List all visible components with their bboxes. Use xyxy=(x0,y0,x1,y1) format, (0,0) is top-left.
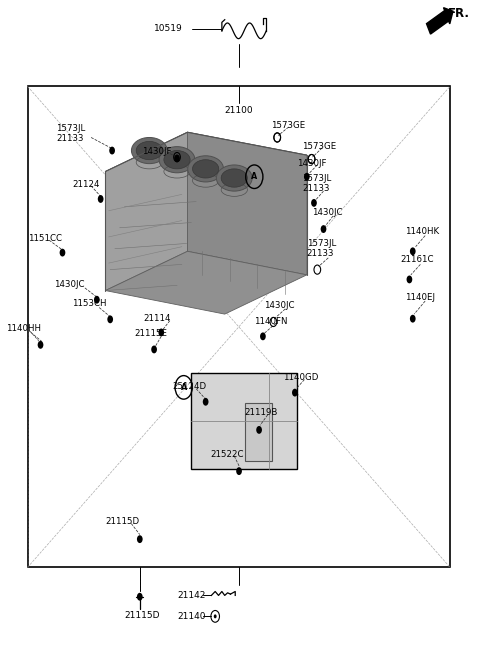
Text: 21522C: 21522C xyxy=(210,449,244,459)
Text: 1430JC: 1430JC xyxy=(312,208,342,217)
Text: 21100: 21100 xyxy=(225,106,253,115)
Circle shape xyxy=(151,346,157,353)
Polygon shape xyxy=(188,132,307,275)
Circle shape xyxy=(304,173,310,181)
Circle shape xyxy=(203,398,208,406)
Bar xyxy=(28,87,450,567)
Text: 1140GD: 1140GD xyxy=(283,373,318,382)
Text: 1573JL
21133: 1573JL 21133 xyxy=(302,173,331,193)
Circle shape xyxy=(37,341,43,349)
Polygon shape xyxy=(106,251,307,314)
Circle shape xyxy=(94,296,100,304)
Circle shape xyxy=(60,249,65,256)
Circle shape xyxy=(292,389,298,397)
Text: 21119B: 21119B xyxy=(245,408,278,417)
Text: 21114: 21114 xyxy=(144,314,171,323)
Text: 1430JF: 1430JF xyxy=(297,159,327,168)
Circle shape xyxy=(410,248,416,255)
Ellipse shape xyxy=(164,150,190,169)
Circle shape xyxy=(256,426,262,434)
Circle shape xyxy=(311,199,317,207)
Text: FR.: FR. xyxy=(447,7,469,20)
Bar xyxy=(245,403,273,461)
Circle shape xyxy=(407,275,412,283)
Ellipse shape xyxy=(188,156,224,182)
Text: 25124D: 25124D xyxy=(172,382,206,390)
Text: 1140HH: 1140HH xyxy=(6,324,41,333)
Bar xyxy=(192,373,297,469)
Text: 1140HK: 1140HK xyxy=(405,227,439,236)
Text: A: A xyxy=(180,383,187,392)
Circle shape xyxy=(108,315,113,323)
Text: 1573JL
21133: 1573JL 21133 xyxy=(56,124,85,143)
Text: 21115D: 21115D xyxy=(106,517,140,526)
Ellipse shape xyxy=(216,165,252,191)
Ellipse shape xyxy=(132,137,167,164)
Text: 1153CH: 1153CH xyxy=(72,299,107,308)
Text: 1573JL
21133: 1573JL 21133 xyxy=(307,239,336,258)
Text: A: A xyxy=(251,172,257,181)
Text: 1140FN: 1140FN xyxy=(254,317,288,327)
Ellipse shape xyxy=(136,141,162,160)
Text: 21124: 21124 xyxy=(72,180,99,189)
Text: 1151CC: 1151CC xyxy=(28,234,61,242)
Circle shape xyxy=(137,593,143,600)
Circle shape xyxy=(137,535,143,543)
Polygon shape xyxy=(106,132,188,290)
Text: 10519: 10519 xyxy=(154,24,183,34)
Text: 1140EJ: 1140EJ xyxy=(405,292,435,302)
Text: 1430JC: 1430JC xyxy=(264,301,294,310)
Ellipse shape xyxy=(221,169,247,187)
Polygon shape xyxy=(106,132,307,194)
Text: 1430JF: 1430JF xyxy=(142,147,172,156)
Circle shape xyxy=(174,154,180,162)
Circle shape xyxy=(98,195,104,203)
Circle shape xyxy=(109,147,115,154)
FancyArrow shape xyxy=(427,8,453,34)
Text: 1573GE: 1573GE xyxy=(302,142,336,151)
Text: 21115D: 21115D xyxy=(124,611,160,620)
Circle shape xyxy=(321,225,326,233)
Ellipse shape xyxy=(159,147,195,173)
Circle shape xyxy=(410,315,416,323)
Circle shape xyxy=(260,332,266,340)
Circle shape xyxy=(158,328,164,336)
Text: 1573GE: 1573GE xyxy=(271,121,305,130)
Circle shape xyxy=(214,614,216,618)
Text: 21142: 21142 xyxy=(177,591,205,600)
Text: 21115E: 21115E xyxy=(134,329,167,338)
Text: 21161C: 21161C xyxy=(400,256,433,264)
Text: 21140: 21140 xyxy=(177,612,205,621)
Text: 1430JC: 1430JC xyxy=(54,279,84,288)
Circle shape xyxy=(236,467,242,475)
Ellipse shape xyxy=(192,160,219,178)
